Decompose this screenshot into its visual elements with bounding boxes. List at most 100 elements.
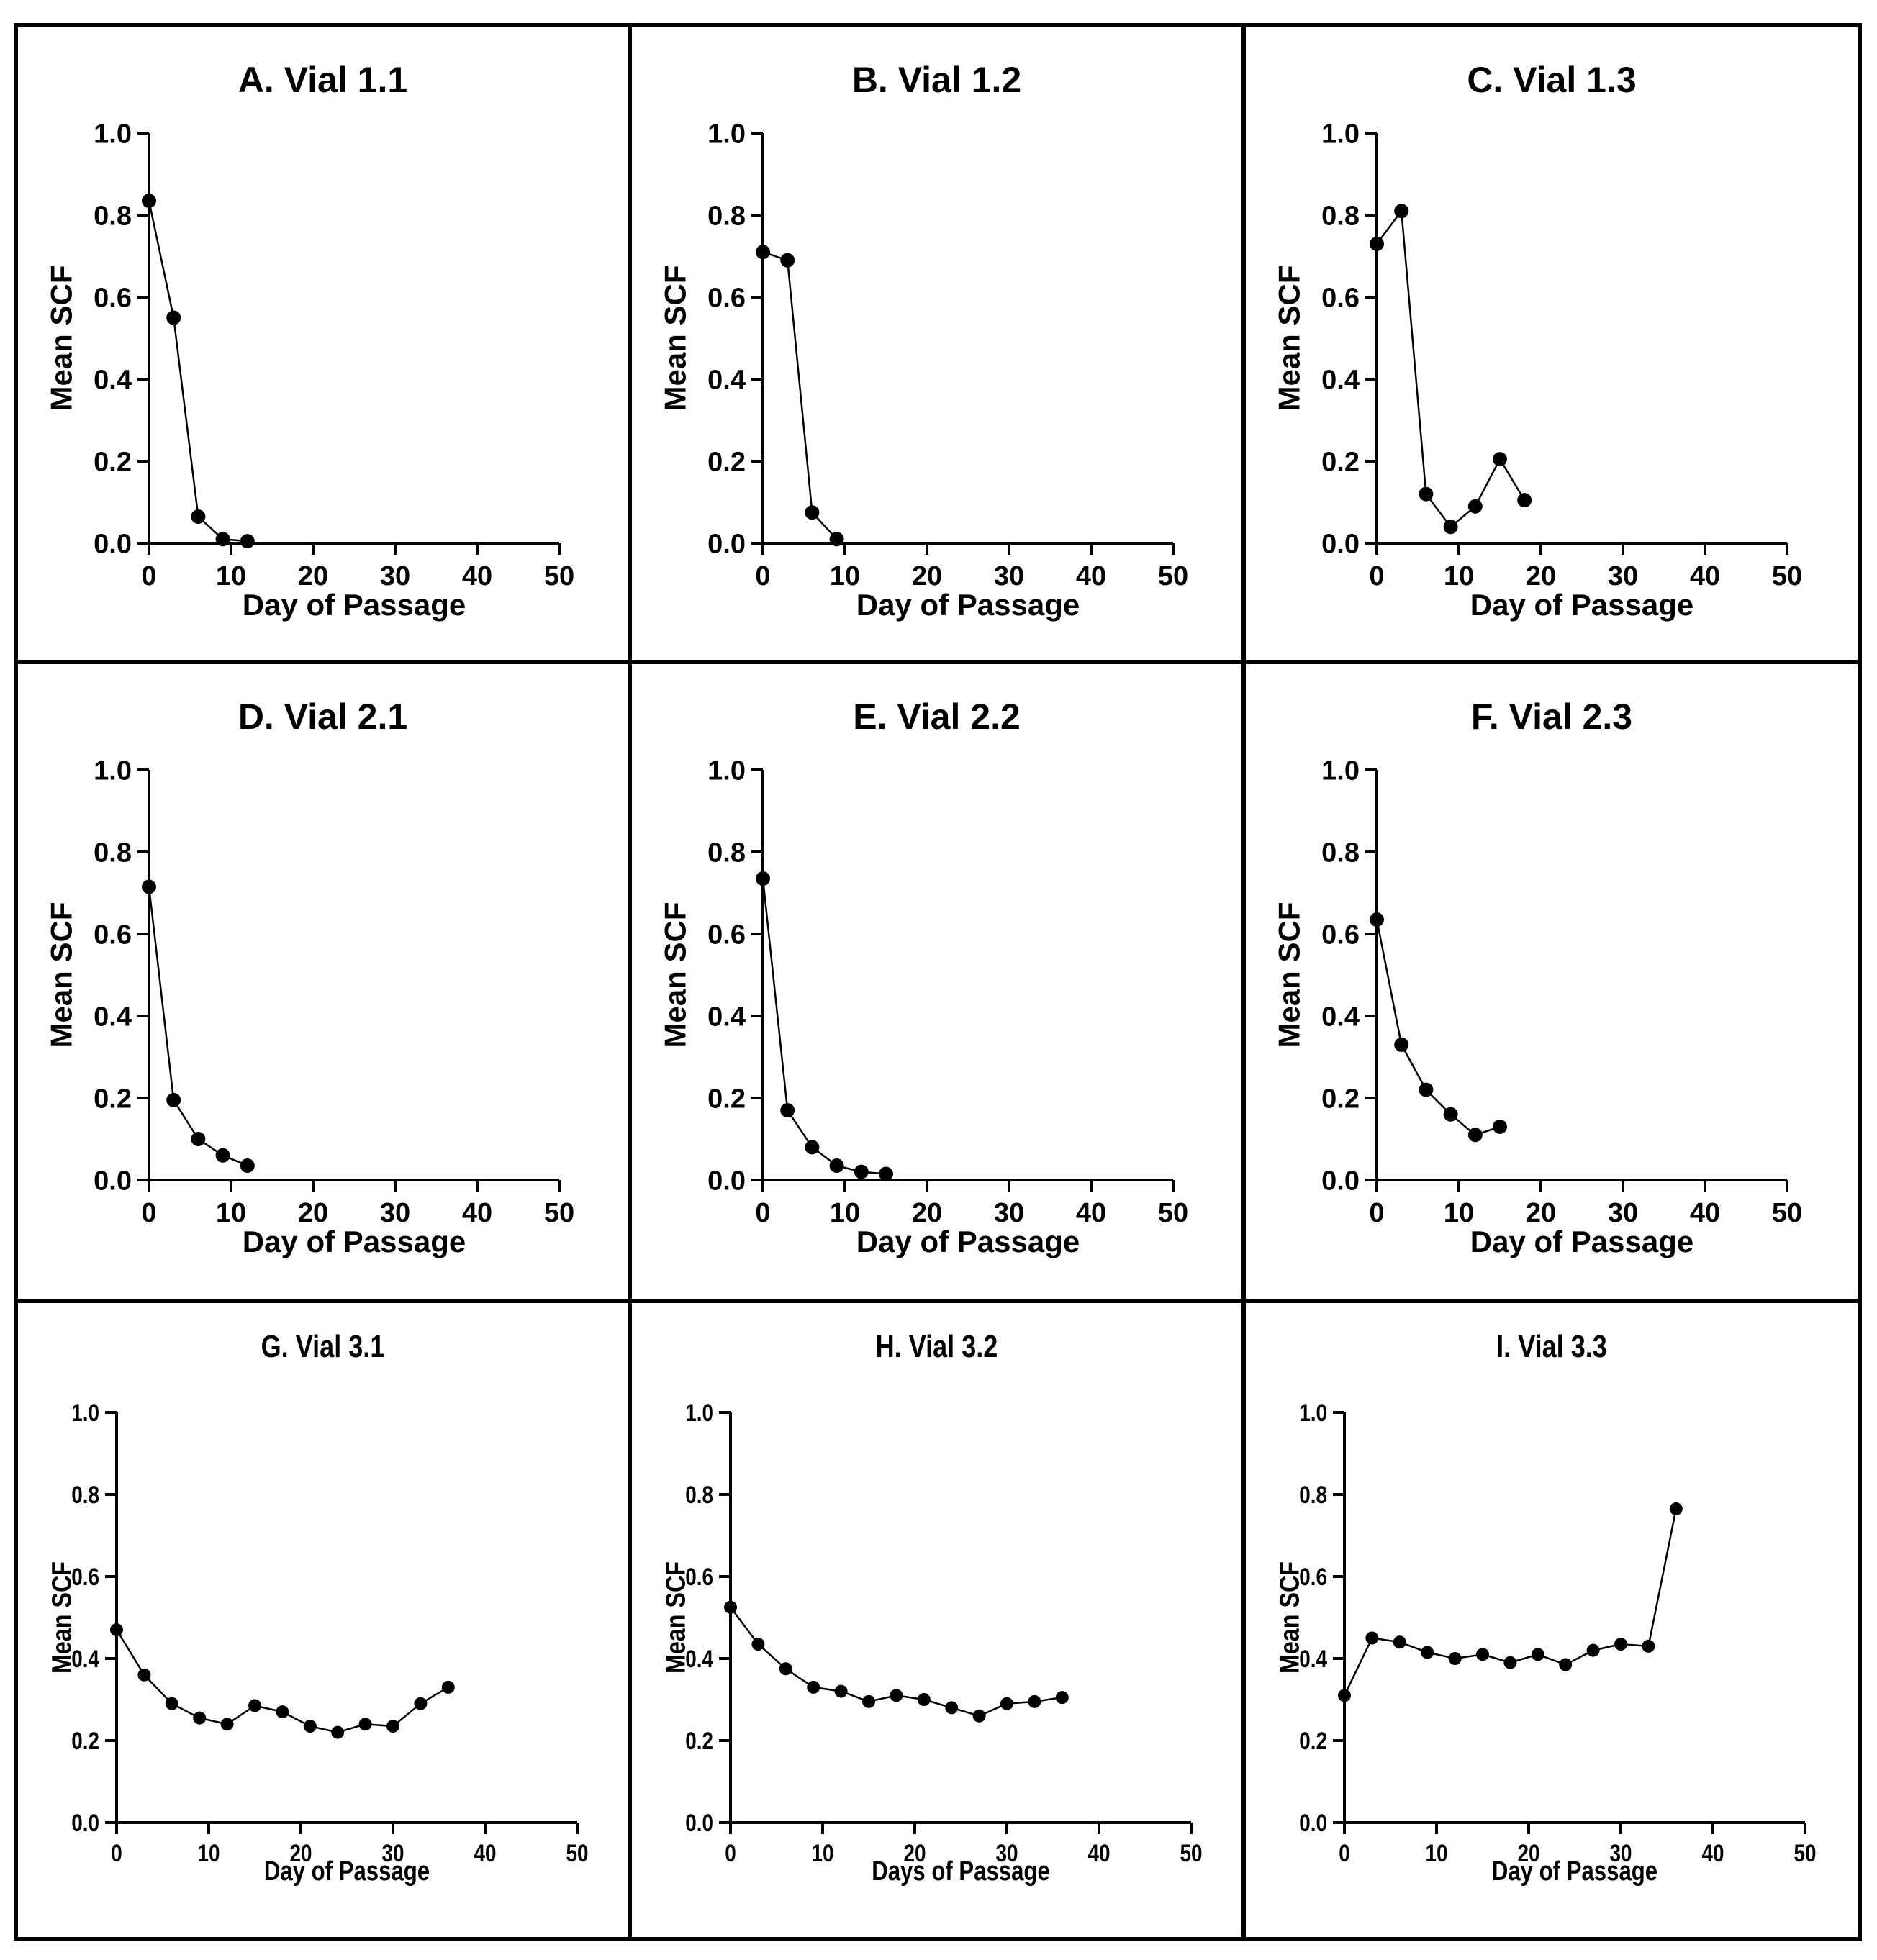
data-point xyxy=(110,1623,123,1637)
x-tick-label: 20 xyxy=(912,1198,942,1228)
y-tick-label: 0.6 xyxy=(94,920,132,950)
y-tick-label: 0.2 xyxy=(94,1084,132,1115)
x-tick-label: 40 xyxy=(1087,1839,1110,1866)
x-tick-label: 0 xyxy=(141,561,156,591)
x-axis-label: Day of Passage xyxy=(243,1225,466,1258)
x-tick-label: 40 xyxy=(462,561,492,591)
series-line xyxy=(1375,208,1526,529)
y-tick-label: 1.0 xyxy=(94,756,132,786)
y-tick-label: 0.0 xyxy=(1321,1166,1360,1197)
x-tick-label: 0 xyxy=(755,1198,770,1228)
data-point xyxy=(1421,1646,1434,1659)
y-tick-label: 0.4 xyxy=(707,366,746,396)
x-axis-label: Day of Passage xyxy=(1492,1856,1657,1887)
y-tick-label: 0.2 xyxy=(707,1084,746,1115)
y-tick-label: 0.8 xyxy=(94,201,132,232)
data-point xyxy=(829,532,844,547)
series-line xyxy=(148,200,248,543)
chart-title: C. Vial 1.3 xyxy=(1467,60,1636,100)
x-tick-label: 0 xyxy=(1369,1198,1384,1228)
data-point xyxy=(1517,493,1532,508)
x-tick-label: 50 xyxy=(1772,1198,1802,1228)
data-point xyxy=(1476,1648,1489,1661)
y-tick-label: 0.4 xyxy=(71,1646,99,1673)
data-point xyxy=(854,1164,869,1179)
x-tick-label: 20 xyxy=(298,1198,328,1228)
y-tick-label: 0.6 xyxy=(1299,1564,1327,1591)
series-line xyxy=(761,878,887,1175)
x-tick-label: 40 xyxy=(1690,561,1720,591)
chart-title: D. Vial 2.1 xyxy=(238,697,407,737)
x-tick-label: 30 xyxy=(994,1198,1024,1228)
data-point xyxy=(890,1689,903,1702)
data-point xyxy=(1467,1128,1483,1143)
y-tick-label: 0.6 xyxy=(1321,920,1360,950)
x-tick-label: 20 xyxy=(298,561,328,591)
y-tick-label: 0.6 xyxy=(94,283,132,314)
y-tick-label: 0.2 xyxy=(1321,448,1360,478)
chart-panel-d: D. Vial 2.1 0.0 0.2 0.4 0.6 0.8 1.0 0 10 20 30 40 50… xyxy=(44,697,574,1258)
y-tick-label: 0.4 xyxy=(1321,366,1360,396)
chart-panel-e: E. Vial 2.2 0.0 0.2 0.4 0.6 0.8 1.0 0 10 20 30 40 50… xyxy=(658,697,1188,1258)
y-tick-label: 0.4 xyxy=(94,1002,132,1033)
y-tick-label: 0.8 xyxy=(707,838,746,868)
x-tick-label: 30 xyxy=(995,1839,1018,1866)
data-point xyxy=(1669,1502,1683,1515)
data-point xyxy=(1055,1691,1069,1705)
data-point xyxy=(1394,204,1409,219)
chart-title: A. Vial 1.1 xyxy=(238,60,407,100)
chart-title: F. Vial 2.3 xyxy=(1471,697,1632,737)
chart-title: E. Vial 2.2 xyxy=(853,697,1021,737)
data-point xyxy=(751,1638,765,1651)
data-point xyxy=(805,505,820,520)
y-tick-label: 1.0 xyxy=(94,119,132,150)
x-axis-label: Day of Passage xyxy=(856,588,1080,622)
y-axis-label: Mean SCF xyxy=(1275,1561,1305,1674)
x-tick-label: 10 xyxy=(197,1839,220,1866)
y-tick-label: 0.2 xyxy=(685,1728,713,1755)
y-tick-label: 0.8 xyxy=(94,838,132,868)
y-tick-label: 0.8 xyxy=(1321,838,1360,868)
data-point xyxy=(1028,1694,1041,1708)
data-point xyxy=(1370,236,1384,251)
chart-panel-h: H. Vial 3.2 0.0 0.2 0.4 0.6 0.8 1.0 0 10 20 30 40 50… xyxy=(661,1329,1202,1887)
y-tick-label: 0.2 xyxy=(1321,1084,1360,1115)
y-axis-label: Mean SCF xyxy=(1272,902,1306,1048)
x-tick-label: 20 xyxy=(903,1839,926,1866)
y-tick-label: 0.0 xyxy=(1321,530,1360,560)
data-point xyxy=(779,1662,792,1676)
x-tick-label: 40 xyxy=(474,1839,496,1866)
y-tick-label: 0.6 xyxy=(71,1564,99,1591)
x-axis-label: Day of Passage xyxy=(243,588,466,622)
chart-panel-c: C. Vial 1.3 0.0 0.2 0.4 0.6 0.8 1.0 0 10 20 30 40 50… xyxy=(1272,60,1802,622)
y-tick-label: 0.8 xyxy=(707,201,746,232)
data-point xyxy=(248,1699,261,1712)
data-point xyxy=(879,1166,893,1181)
y-axis-label: Mean SCF xyxy=(44,265,78,411)
x-tick-label: 30 xyxy=(1608,1198,1638,1228)
y-tick-label: 0.0 xyxy=(94,1166,132,1197)
y-axis-label: Mean SCF xyxy=(1272,265,1306,411)
y-tick-label: 0.2 xyxy=(1299,1728,1327,1755)
data-point xyxy=(166,310,181,325)
data-point xyxy=(414,1697,428,1710)
data-point xyxy=(756,245,770,260)
y-tick-label: 0.6 xyxy=(707,920,746,950)
y-axis-label: Mean SCF xyxy=(658,265,692,411)
data-point xyxy=(945,1701,959,1715)
y-tick-label: 0.4 xyxy=(94,366,132,396)
data-point xyxy=(276,1705,289,1719)
x-tick-label: 40 xyxy=(1690,1198,1720,1228)
x-tick-label: 20 xyxy=(1517,1839,1539,1866)
x-tick-label: 10 xyxy=(830,1198,860,1228)
y-tick-label: 0.0 xyxy=(1299,1810,1327,1837)
y-tick-label: 1.0 xyxy=(707,119,746,150)
data-point xyxy=(805,1140,820,1155)
series-line xyxy=(762,251,838,540)
data-point xyxy=(441,1680,455,1694)
chart-panel-i: I. Vial 3.3 0.0 0.2 0.4 0.6 0.8 1.0 0 10 20 30 40 50… xyxy=(1275,1329,1816,1887)
x-tick-label: 50 xyxy=(544,1198,574,1228)
chart-panel-f: F. Vial 2.3 0.0 0.2 0.4 0.6 0.8 1.0 0 10 20 30 40 50… xyxy=(1272,697,1802,1258)
data-point xyxy=(303,1720,317,1733)
